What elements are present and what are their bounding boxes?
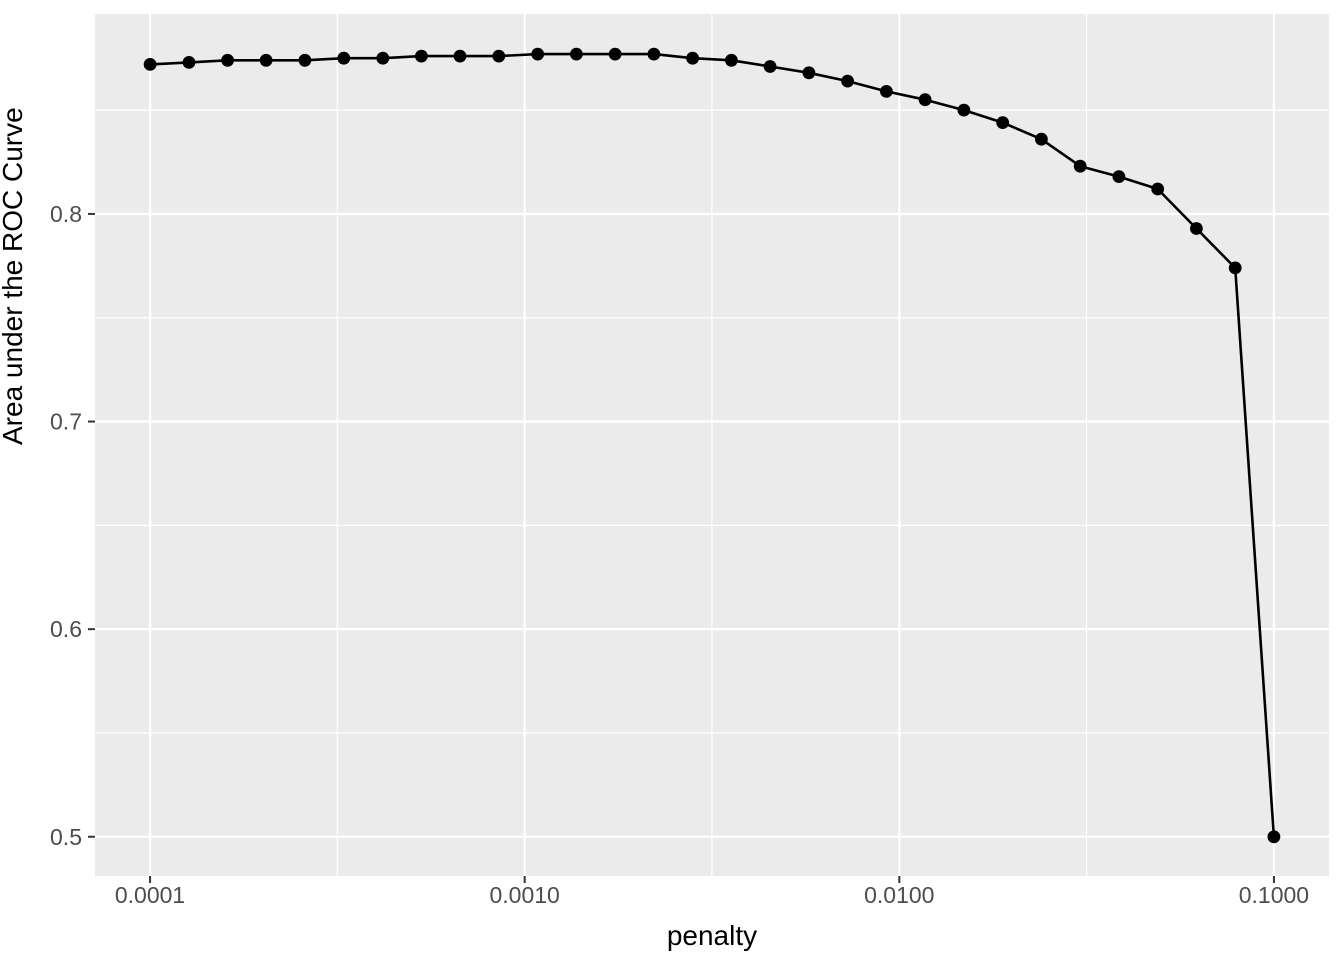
y-tick-label: 0.8 <box>50 201 82 227</box>
data-point <box>996 116 1010 129</box>
data-point <box>918 93 932 107</box>
data-point <box>763 60 777 73</box>
y-tick-label: 0.7 <box>50 409 82 435</box>
data-point <box>686 51 699 65</box>
data-point <box>608 47 622 61</box>
data-point <box>1267 830 1281 844</box>
data-point <box>415 49 428 63</box>
x-tick-label: 0.0001 <box>115 882 185 908</box>
data-point <box>570 47 583 61</box>
x-tick-label: 0.1000 <box>1239 882 1309 908</box>
y-tick-label: 0.5 <box>50 824 82 850</box>
x-tick-label: 0.0010 <box>490 882 560 908</box>
data-point <box>492 49 506 63</box>
data-point <box>259 53 273 67</box>
data-point <box>298 53 312 67</box>
data-point <box>337 51 351 65</box>
data-point <box>957 103 971 117</box>
data-point <box>531 47 545 61</box>
data-point <box>1112 170 1126 184</box>
series-line <box>148 52 1276 839</box>
data-point <box>1228 261 1242 275</box>
data-point <box>841 74 854 88</box>
y-axis-title: Area under the ROC Curve <box>0 107 28 445</box>
data-point <box>376 51 390 65</box>
data-point <box>725 53 738 67</box>
data-point <box>221 53 235 67</box>
data-point <box>1151 182 1165 196</box>
data-point <box>880 85 893 98</box>
data-point <box>647 47 661 61</box>
data-point <box>182 56 196 69</box>
data-point <box>1073 159 1087 173</box>
data-point <box>1035 132 1048 146</box>
data-point <box>143 58 157 71</box>
x-axis-title: penalty <box>666 920 758 951</box>
data-point <box>453 49 467 63</box>
data-point <box>1190 222 1203 235</box>
data-point <box>802 66 816 80</box>
x-tick-label: 0.0100 <box>864 882 934 908</box>
y-tick-label: 0.6 <box>50 616 82 642</box>
